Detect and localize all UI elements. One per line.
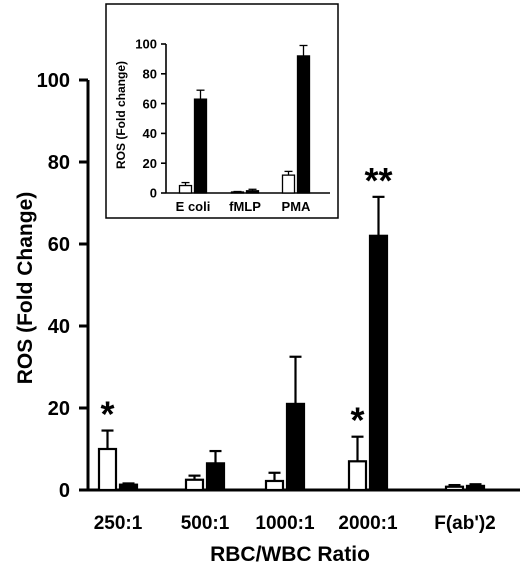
main-y-tick-label: 60 [48,234,70,256]
main-bar [368,234,389,492]
main-bar [347,460,368,492]
inset-y-axis-label: ROS (Fold change) [114,61,128,169]
inset-y-tick-label: 40 [143,126,157,141]
main-bar [285,402,306,492]
main-labels: 250:1 500:1 1000:1 2000:1 F(ab')2* *** [94,160,496,534]
main-y-tick-label: 20 [48,398,70,420]
inset-bar [296,55,311,194]
inset-bar [178,184,193,194]
inset-labels: E coli fMLP PMA [176,199,311,214]
main-bar [465,484,486,492]
inset-y-tick-label: 20 [143,156,157,171]
main-category-label: 500:1 [181,513,230,534]
main-y-axis-label: ROS (Fold Change) [14,192,37,385]
main-axes: 0 20 40 60 80 100 [37,70,520,502]
inset-chart: 0 20 40 60 80 100 E coli fMLP PMA ROS (Fold cha… [105,3,339,219]
main-significance-marker: ** [364,160,392,201]
inset-y-tick-label: 80 [143,66,157,81]
main-significance-marker: * [350,400,364,441]
main-bar [444,485,465,492]
inset-y-tick-label: 100 [135,37,157,52]
main-y-tick-label: 40 [48,316,70,338]
inset-bar [245,190,260,194]
inset-bar [281,174,296,194]
main-bar [184,478,205,492]
inset-bar [193,98,208,194]
inset-bars [178,44,311,194]
inset-y-tick-label: 0 [150,186,157,201]
main-bar [97,447,118,492]
main-bar [264,479,285,492]
main-significance-marker: * [100,394,114,435]
main-y-tick-label: 80 [48,152,70,174]
inset-category-label: fMLP [229,199,261,214]
main-y-tick-label: 0 [59,480,70,502]
main-y-tick-label: 100 [37,70,70,92]
main-category-label: 2000:1 [338,513,398,534]
main-category-label: 250:1 [94,513,143,534]
main-category-label: 1000:1 [255,513,315,534]
main-bar [205,462,226,492]
main-x-axis-label: RBC/WBC Ratio [210,543,370,566]
main-bars [97,195,486,492]
inset-y-tick-label: 60 [143,96,157,111]
inset-category-label: PMA [282,199,312,214]
inset-category-label: E coli [176,199,211,214]
main-bar [118,483,139,492]
main-chart: 0 20 40 60 80 100 250:1 500:1 1000:1 2000:1 F(ab'… [14,70,520,566]
main-category-label: F(ab')2 [434,513,496,534]
